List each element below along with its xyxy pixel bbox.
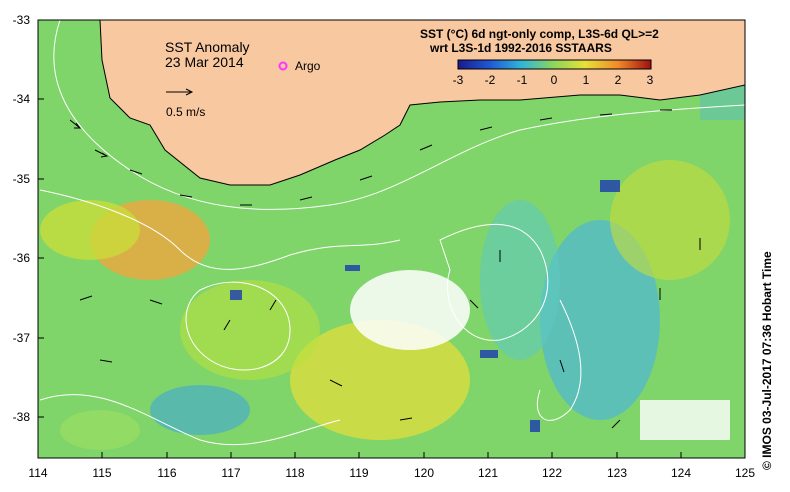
y-tick-label: -34 — [13, 92, 31, 106]
x-tick-label: 120 — [414, 466, 434, 480]
product-line-1: SST (°C) 6d ngt-only comp, L3S-6d QL>=2 — [420, 27, 659, 41]
y-tick-label: -38 — [13, 410, 31, 424]
x-tick-label: 121 — [478, 466, 498, 480]
argo-label: Argo — [295, 59, 321, 73]
colorbar-tick: -2 — [485, 73, 496, 87]
scale-label: 0.5 m/s — [166, 105, 205, 119]
product-line-2: wrt L3S-1d 1992-2016 SSTAARS — [429, 41, 612, 55]
colorbar-ticks: -3 -2 -1 0 1 2 3 — [453, 73, 654, 87]
scale-arrow-icon — [166, 88, 194, 96]
x-tick-label: 123 — [607, 466, 627, 480]
x-axis: 114 115 116 117 118 119 120 121 122 123 … — [28, 452, 755, 480]
x-tick-label: 118 — [285, 466, 304, 480]
y-tick-label: -36 — [13, 251, 31, 265]
y-tick-label: -37 — [13, 331, 31, 345]
colorbar-tick: 3 — [647, 73, 654, 87]
colorbar-tick: 2 — [615, 73, 622, 87]
x-tick-label: 116 — [157, 466, 176, 480]
current-arrows — [69, 109, 701, 429]
y-tick-label: -33 — [13, 13, 31, 27]
map-title: SST Anomaly — [165, 39, 250, 55]
map-date: 23 Mar 2014 — [165, 54, 244, 70]
x-tick-label: 117 — [221, 466, 240, 480]
x-tick-label: 125 — [735, 466, 755, 480]
colorbar-tick: -3 — [453, 73, 464, 87]
y-tick-label: -35 — [13, 172, 31, 186]
argo-marker-icon — [278, 61, 288, 71]
colorbar-tick: 0 — [551, 73, 558, 87]
y-axis: -33 -34 -35 -36 -37 -38 — [13, 13, 44, 424]
x-tick-label: 114 — [28, 466, 47, 480]
x-tick-label: 122 — [542, 466, 562, 480]
colorbar — [457, 59, 652, 70]
x-tick-label: 119 — [349, 466, 368, 480]
credit-label: © IMOS 03-Jul-2017 07:36 Hobart Time — [760, 251, 774, 470]
ssh-contours — [39, 20, 745, 446]
x-tick-label: 115 — [92, 466, 111, 480]
colorbar-tick: -1 — [517, 73, 528, 87]
plot-frame — [37, 19, 746, 459]
colorbar-tick: 1 — [583, 73, 590, 87]
x-tick-label: 124 — [671, 466, 691, 480]
